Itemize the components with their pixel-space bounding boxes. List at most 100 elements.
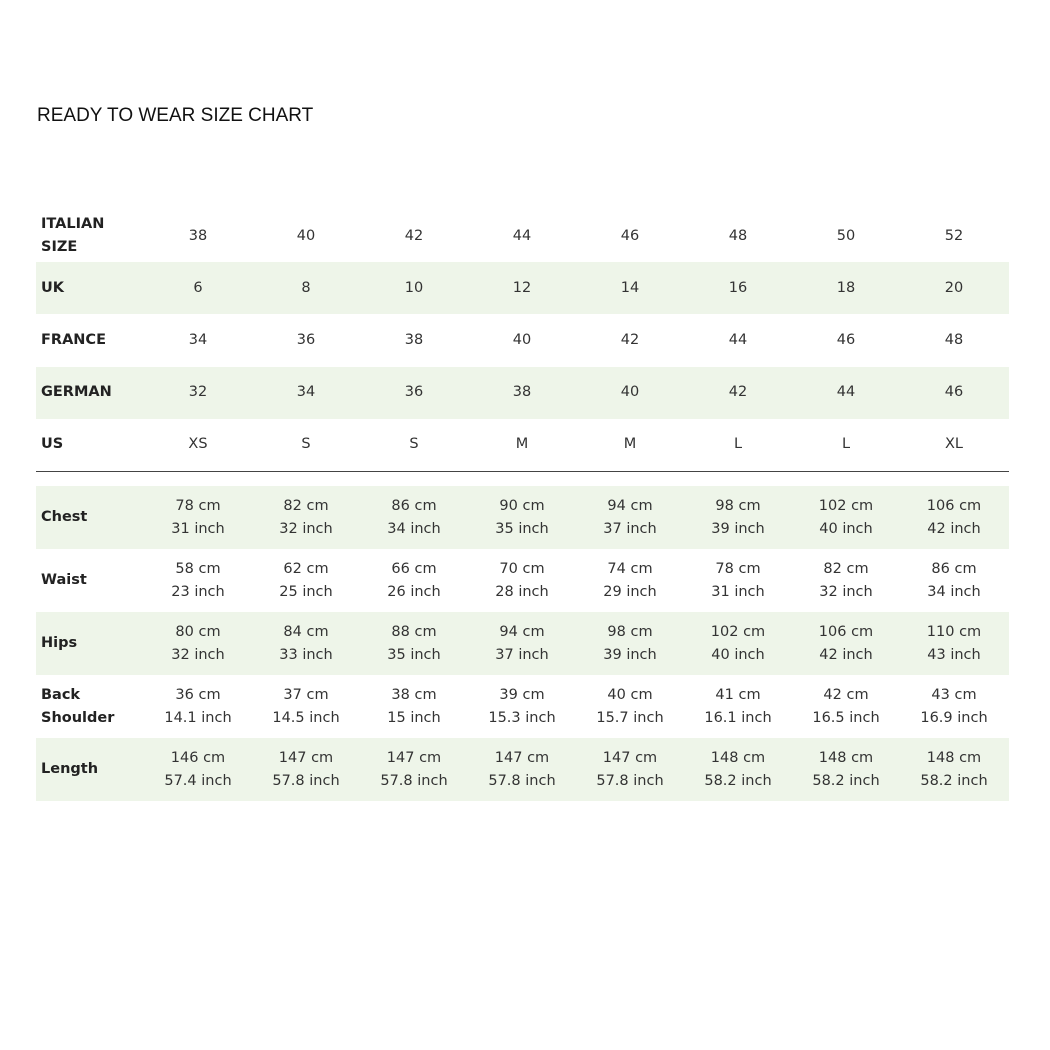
table-row: Chest 78 cm 31 inch 82 cm 32 inch 86 cm 34 inc…	[36, 486, 1009, 549]
inch-value: 31 inch	[711, 583, 765, 600]
table-cell: 147 cm 57.8 inch	[576, 747, 684, 793]
cm-value: 147 cm	[494, 749, 550, 766]
table-cell: 40	[512, 331, 532, 348]
table-cell: 36	[404, 384, 424, 401]
table-cell: 36	[296, 331, 316, 348]
inch-value: 32 inch	[279, 520, 333, 537]
inch-value: 15.7 inch	[596, 709, 664, 726]
table-cell: XS	[188, 436, 208, 453]
cm-value: 110 cm	[926, 623, 982, 640]
inch-value: 35 inch	[495, 520, 549, 537]
inch-value: 31 inch	[171, 520, 225, 537]
table-row: Waist 58 cm 23 inch 62 cm 25 inch 66 cm 26 inc…	[36, 549, 1009, 612]
inch-value: 37 inch	[603, 520, 657, 537]
inch-value: 14.1 inch	[164, 709, 232, 726]
inch-value: 57.8 inch	[596, 772, 664, 789]
table-cell: 42	[404, 227, 424, 244]
cm-value: 148 cm	[818, 749, 874, 766]
table-cell: 146 cm 57.4 inch	[144, 747, 252, 793]
table-cell: 46	[836, 331, 856, 348]
table-cell: M	[623, 436, 637, 453]
row-label: Waist	[41, 572, 87, 588]
cm-value: 94 cm	[499, 623, 545, 640]
table-cell: 84 cm 33 inch	[252, 621, 360, 667]
cm-value: 147 cm	[278, 749, 334, 766]
inch-value: 23 inch	[171, 583, 225, 600]
table-cell: 74 cm 29 inch	[576, 558, 684, 604]
inch-value: 37 inch	[495, 646, 549, 663]
table-cell: 48	[944, 331, 964, 348]
inch-value: 32 inch	[171, 646, 225, 663]
cm-value: 74 cm	[607, 560, 653, 577]
table-row: GERMAN 32 34 36 38 40 42 44 46	[36, 366, 1009, 419]
table-cell: 42	[620, 331, 640, 348]
cm-value: 148 cm	[926, 749, 982, 766]
cm-value: 94 cm	[607, 497, 653, 514]
table-cell: 34	[296, 384, 316, 401]
inch-value: 57.8 inch	[488, 772, 556, 789]
inch-value: 39 inch	[603, 646, 657, 663]
inch-value: 15.3 inch	[488, 709, 556, 726]
table-cell: 43 cm 16.9 inch	[900, 684, 1008, 730]
inch-value: 40 inch	[711, 646, 765, 663]
row-label: Hips	[41, 635, 78, 651]
table-cell: 40	[296, 227, 316, 244]
measurements-table: Chest 78 cm 31 inch 82 cm 32 inch 86 cm 34 inc…	[36, 486, 1009, 801]
inch-value: 57.8 inch	[380, 772, 448, 789]
cm-value: 98 cm	[715, 497, 761, 514]
table-cell: 34	[188, 331, 208, 348]
cm-value: 84 cm	[283, 623, 329, 640]
table-cell: 148 cm 58.2 inch	[792, 747, 900, 793]
table-cell: 46	[620, 227, 640, 244]
table-cell: 148 cm 58.2 inch	[684, 747, 792, 793]
table-cell: 62 cm 25 inch	[252, 558, 360, 604]
inch-value: 43 inch	[927, 646, 981, 663]
cm-value: 39 cm	[499, 686, 545, 703]
table-cell: 16	[728, 279, 748, 296]
cm-value: 98 cm	[607, 623, 653, 640]
inch-value: 16.9 inch	[920, 709, 988, 726]
cm-value: 148 cm	[710, 749, 766, 766]
table-cell: 78 cm 31 inch	[684, 558, 792, 604]
table-cell: 46	[944, 384, 964, 401]
table-row: Length 146 cm 57.4 inch 147 cm 57.8 inch 147 …	[36, 738, 1009, 801]
table-cell: 147 cm 57.8 inch	[468, 747, 576, 793]
cm-value: 106 cm	[926, 497, 982, 514]
cm-value: 78 cm	[175, 497, 221, 514]
table-cell: 94 cm 37 inch	[576, 495, 684, 541]
inch-value: 14.5 inch	[272, 709, 340, 726]
table-cell: 44	[728, 331, 748, 348]
cm-value: 70 cm	[499, 560, 545, 577]
table-cell: 82 cm 32 inch	[792, 558, 900, 604]
cm-value: 82 cm	[283, 497, 329, 514]
table-cell: 38	[404, 331, 424, 348]
table-cell: 18	[836, 279, 856, 296]
table-cell: 37 cm 14.5 inch	[252, 684, 360, 730]
row-label: Back Shoulder	[41, 686, 115, 726]
table-cell: 36 cm 14.1 inch	[144, 684, 252, 730]
row-label: Chest	[41, 509, 88, 525]
table-cell: 66 cm 26 inch	[360, 558, 468, 604]
table-cell: S	[301, 436, 311, 453]
cm-value: 147 cm	[602, 749, 658, 766]
table-cell: 148 cm 58.2 inch	[900, 747, 1008, 793]
table-cell: 20	[944, 279, 964, 296]
table-cell: 6	[193, 279, 203, 296]
page-title: READY TO WEAR SIZE CHART	[37, 105, 314, 126]
cm-value: 78 cm	[715, 560, 761, 577]
table-row: Back Shoulder 36 cm 14.1 inch 37 cm 14.5 inc…	[36, 675, 1009, 738]
table-cell: 106 cm 42 inch	[792, 621, 900, 667]
table-row: UK 6 8 10 12 14 16 18 20	[36, 262, 1009, 315]
table-cell: XL	[944, 436, 963, 453]
inch-value: 58.2 inch	[812, 772, 880, 789]
inch-value: 29 inch	[603, 583, 657, 600]
inch-value: 33 inch	[279, 646, 333, 663]
table-row: Hips 80 cm 32 inch 84 cm 33 inch 88 cm 35 inch…	[36, 612, 1009, 675]
inch-value: 26 inch	[387, 583, 441, 600]
table-cell: 78 cm 31 inch	[144, 495, 252, 541]
cm-value: 40 cm	[607, 686, 653, 703]
table-cell: 82 cm 32 inch	[252, 495, 360, 541]
inch-value: 25 inch	[279, 583, 333, 600]
table-cell: 58 cm 23 inch	[144, 558, 252, 604]
table-cell: 102 cm 40 inch	[684, 621, 792, 667]
